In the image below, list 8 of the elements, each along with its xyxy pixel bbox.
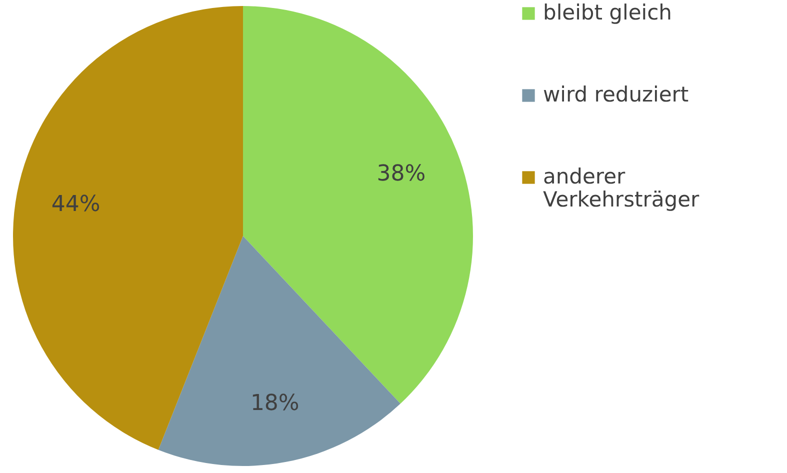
data-label: 38% bbox=[376, 161, 426, 186]
data-label: 18% bbox=[250, 391, 300, 416]
legend-label: wird reduziert bbox=[543, 82, 689, 106]
legend-label: anderer Verkehrsträger bbox=[543, 164, 700, 212]
pie-slice bbox=[158, 236, 400, 466]
legend-label: bleibt gleich bbox=[543, 0, 672, 24]
pie-slice bbox=[13, 6, 243, 450]
data-label: 44% bbox=[51, 192, 100, 218]
